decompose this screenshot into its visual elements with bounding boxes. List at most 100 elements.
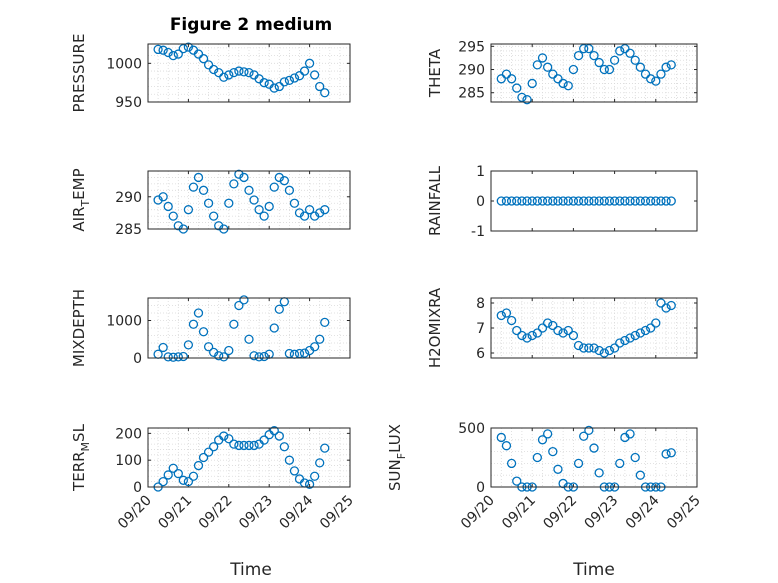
data-point: [219, 72, 229, 82]
y-tick-label: 1000: [106, 56, 142, 72]
data-point: [259, 435, 269, 445]
data-point: [264, 201, 274, 212]
axes-box: [147, 297, 351, 359]
data-point: [183, 340, 194, 350]
data-point: [522, 333, 532, 343]
data-point: [279, 442, 290, 452]
y-tick-label: 1000: [106, 314, 142, 330]
data-point: [274, 172, 284, 183]
y-tick-label: 295: [458, 39, 485, 55]
data-point: [615, 458, 625, 469]
axes-box: [490, 427, 698, 488]
y-axis-label-subscript: M: [79, 442, 92, 452]
axes-box: [490, 43, 698, 103]
y-axis-label-text: THETA: [426, 48, 444, 98]
data-point: [198, 327, 209, 337]
subplot-2: 285 290 295 THETA: [426, 39, 698, 105]
data-point: [198, 54, 209, 64]
data-point: [496, 74, 506, 84]
data-point: [630, 330, 640, 341]
data-point: [269, 182, 279, 192]
data-markers: [496, 43, 676, 105]
data-point: [548, 446, 558, 457]
data-point: [609, 343, 620, 353]
data-point: [512, 83, 522, 93]
data-point: [522, 95, 532, 105]
y-tick-label: 100: [115, 453, 142, 469]
y-axis-label-text: RAINFALL: [426, 165, 444, 236]
data-point: [219, 431, 229, 441]
y-tick-label: 1: [476, 164, 485, 180]
data-point: [599, 348, 609, 358]
data-point: [656, 298, 666, 308]
data-point: [501, 69, 512, 79]
data-point: [506, 196, 517, 206]
y-axis-label: TERRMSL: [70, 423, 92, 492]
data-point: [259, 78, 269, 88]
data-point: [646, 323, 656, 333]
data-point: [320, 443, 330, 453]
data-point: [229, 179, 239, 189]
data-point: [284, 185, 295, 195]
data-point: [304, 205, 315, 215]
data-point: [527, 196, 537, 206]
data-point: [284, 455, 295, 465]
data-point: [304, 58, 315, 68]
data-point: [496, 432, 506, 443]
data-markers: [153, 169, 330, 234]
y-tick-label: 285: [458, 86, 485, 102]
data-point: [289, 73, 300, 83]
data-point: [615, 46, 625, 56]
data-point: [244, 334, 254, 344]
data-point: [234, 440, 244, 451]
data-point: [168, 211, 178, 221]
data-point: [584, 343, 594, 353]
data-point: [584, 425, 594, 436]
data-point: [279, 77, 290, 87]
data-point: [661, 449, 671, 459]
data-point: [579, 196, 589, 206]
data-point: [651, 196, 661, 206]
data-point: [548, 69, 558, 79]
data-point: [214, 67, 224, 78]
data-point: [553, 196, 563, 206]
data-point: [635, 196, 645, 206]
data-point: [558, 78, 568, 89]
data-point: [666, 448, 676, 458]
data-point: [615, 338, 625, 348]
data-point: [274, 431, 284, 441]
y-tick-label: 285: [115, 222, 142, 238]
data-point: [229, 319, 239, 329]
data-point: [309, 471, 320, 481]
data-point: [599, 64, 609, 75]
data-point: [168, 463, 178, 473]
axes-box: [147, 43, 351, 103]
data-point: [640, 69, 651, 79]
data-point: [512, 325, 522, 336]
data-point: [188, 471, 199, 481]
data-point: [537, 435, 548, 445]
data-point: [661, 196, 671, 206]
data-point: [168, 50, 178, 61]
data-point: [615, 196, 625, 206]
data-point: [640, 196, 651, 206]
data-point: [214, 221, 224, 231]
data-point: [259, 211, 269, 221]
data-point: [224, 434, 234, 444]
data-markers: [153, 42, 330, 98]
data-point: [589, 443, 599, 453]
data-point: [208, 211, 219, 221]
data-point: [537, 53, 548, 63]
data-point: [620, 335, 630, 346]
data-point: [620, 196, 630, 206]
data-point: [193, 172, 204, 183]
data-point: [284, 75, 295, 85]
data-point: [594, 345, 604, 356]
subplot-6: 6 7 8 H2OMIXRA: [426, 287, 698, 368]
y-tick-label: 8: [476, 296, 485, 312]
data-point: [234, 300, 244, 311]
data-point: [517, 92, 527, 103]
data-point: [661, 303, 671, 313]
grid: [147, 297, 351, 359]
data-point: [269, 83, 279, 93]
